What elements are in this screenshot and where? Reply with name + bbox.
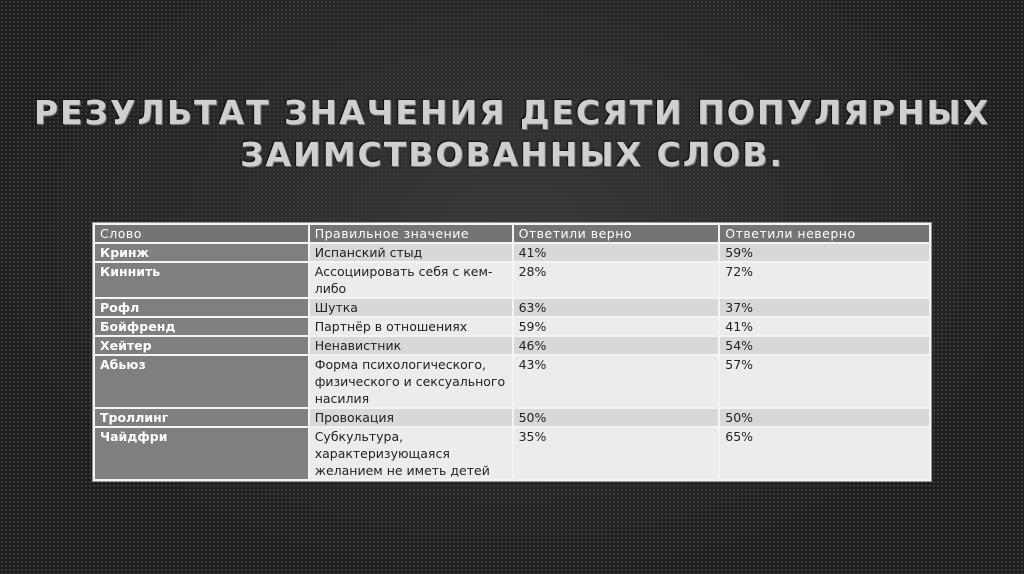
cell-meaning: Испанский стыд xyxy=(307,242,514,263)
table-header-row: Слово Правильное значение Ответили верно… xyxy=(93,223,931,244)
table-row: Бойфренд Партнёр в отношениях 59% 41% xyxy=(93,316,931,337)
header-word: Слово xyxy=(93,223,310,244)
table-row: Хейтер Ненавистник 46% 54% xyxy=(93,335,931,356)
header-meaning: Правильное значение xyxy=(307,223,514,244)
cell-correct: 59% xyxy=(511,316,721,337)
slide-title: Результат значения десяти популярных заи… xyxy=(0,92,1024,176)
cell-wrong: 57% xyxy=(718,354,931,409)
title-line-2: заимствованных слов. xyxy=(240,135,784,174)
cell-word: Бойфренд xyxy=(93,316,310,337)
cell-wrong: 65% xyxy=(718,426,931,481)
cell-wrong: 54% xyxy=(718,335,931,356)
cell-wrong: 50% xyxy=(718,407,931,428)
cell-wrong: 41% xyxy=(718,316,931,337)
table-row: Рофл Шутка 63% 37% xyxy=(93,297,931,318)
cell-correct: 41% xyxy=(511,242,721,263)
cell-word: Кринж xyxy=(93,242,310,263)
cell-meaning: Ассоциировать себя с кем-либо xyxy=(307,261,514,299)
cell-word: Рофл xyxy=(93,297,310,318)
cell-wrong: 59% xyxy=(718,242,931,263)
cell-correct: 43% xyxy=(511,354,721,409)
cell-word: Чайдфри xyxy=(93,426,310,481)
cell-correct: 46% xyxy=(511,335,721,356)
cell-wrong: 72% xyxy=(718,261,931,299)
header-correct: Ответили верно xyxy=(511,223,721,244)
cell-word: Абьюз xyxy=(93,354,310,409)
cell-word: Троллинг xyxy=(93,407,310,428)
cell-word: Хейтер xyxy=(93,335,310,356)
title-line-1: Результат значения десяти популярных xyxy=(33,93,991,132)
cell-meaning: Ненавистник xyxy=(307,335,514,356)
cell-meaning: Партнёр в отношениях xyxy=(307,316,514,337)
cell-correct: 28% xyxy=(511,261,721,299)
header-wrong: Ответили неверно xyxy=(718,223,931,244)
table-row: Чайдфри Субкультура, характеризующаяся же… xyxy=(93,426,931,481)
table-row: Троллинг Провокация 50% 50% xyxy=(93,407,931,428)
cell-wrong: 37% xyxy=(718,297,931,318)
cell-meaning: Шутка xyxy=(307,297,514,318)
cell-correct: 50% xyxy=(511,407,721,428)
table-row: Абьюз Форма психологического, физического… xyxy=(93,354,931,409)
table-row: Киннить Ассоциировать себя с кем-либо 28% 7… xyxy=(93,261,931,299)
cell-meaning: Форма психологического, физического и се… xyxy=(307,354,514,409)
cell-word: Киннить xyxy=(93,261,310,299)
cell-correct: 35% xyxy=(511,426,721,481)
cell-correct: 63% xyxy=(511,297,721,318)
results-table: Слово Правильное значение Ответили верно… xyxy=(92,222,932,482)
cell-meaning: Провокация xyxy=(307,407,514,428)
table-row: Кринж Испанский стыд 41% 59% xyxy=(93,242,931,263)
cell-meaning: Субкультура, характеризующаяся желанием … xyxy=(307,426,514,481)
